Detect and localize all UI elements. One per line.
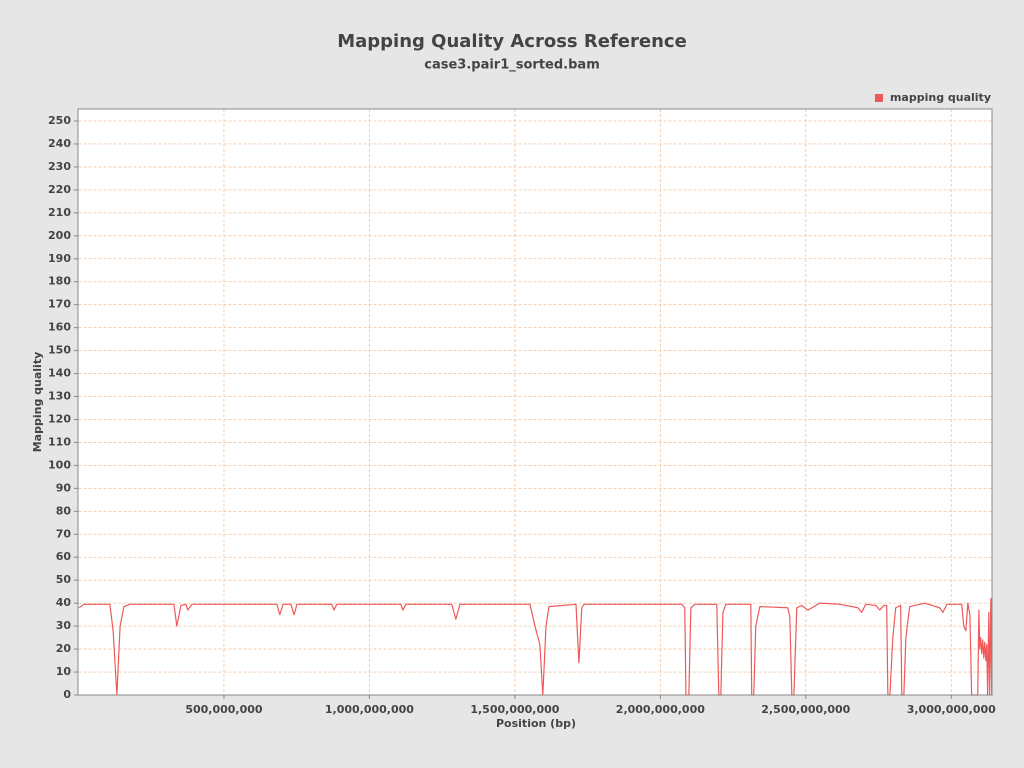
y-tick-label: 190 xyxy=(48,252,71,265)
y-tick-label: 240 xyxy=(48,137,71,150)
y-tick-label: 140 xyxy=(48,367,71,380)
y-tick-label: 220 xyxy=(48,183,71,196)
data-line xyxy=(78,597,993,696)
legend-swatch xyxy=(874,94,883,102)
plot-border xyxy=(77,108,993,696)
x-axis-label: Position (bp) xyxy=(496,717,576,730)
x-tick-label: 3,000,000,000 xyxy=(907,703,996,716)
y-tick-label: 180 xyxy=(48,275,71,288)
y-tick-label: 150 xyxy=(48,344,71,357)
x-tick-label: 1,500,000,000 xyxy=(470,703,559,716)
y-tick-label: 80 xyxy=(56,504,72,517)
chart-title: Mapping Quality Across Reference xyxy=(337,31,687,52)
y-tick-label: 120 xyxy=(48,412,71,425)
y-tick-label: 230 xyxy=(48,160,71,173)
y-tick-label: 110 xyxy=(48,435,71,448)
x-tick-label: 500,000,000 xyxy=(185,703,263,716)
grid xyxy=(74,109,992,699)
y-tick-label: 250 xyxy=(48,114,71,127)
y-tick-label: 170 xyxy=(48,298,71,311)
marks xyxy=(78,597,993,696)
y-tick-label: 20 xyxy=(56,642,72,655)
y-tick-label: 100 xyxy=(48,458,71,471)
y-tick-label: 70 xyxy=(56,527,72,540)
plot-area xyxy=(78,109,992,695)
y-tick-label: 0 xyxy=(63,688,71,701)
y-tick-label: 10 xyxy=(56,665,72,678)
y-tick-label: 50 xyxy=(56,573,72,586)
y-tick-label: 90 xyxy=(56,481,72,494)
y-tick-label: 160 xyxy=(48,321,71,334)
legend-label: mapping quality xyxy=(890,91,991,104)
y-axis-label: Mapping quality xyxy=(31,352,44,453)
y-tick-label: 210 xyxy=(48,206,71,219)
chart-subtitle: case3.pair1_sorted.bam xyxy=(424,58,600,73)
y-tick-label: 200 xyxy=(48,229,71,242)
x-tick-label: 2,000,000,000 xyxy=(616,703,705,716)
y-tick-label: 30 xyxy=(56,619,72,632)
y-tick-label: 40 xyxy=(56,596,72,609)
y-tick-label: 130 xyxy=(48,390,71,403)
y-tick-label: 60 xyxy=(56,550,72,563)
x-tick-label: 2,500,000,000 xyxy=(761,703,850,716)
x-tick-label: 1,000,000,000 xyxy=(325,703,414,716)
